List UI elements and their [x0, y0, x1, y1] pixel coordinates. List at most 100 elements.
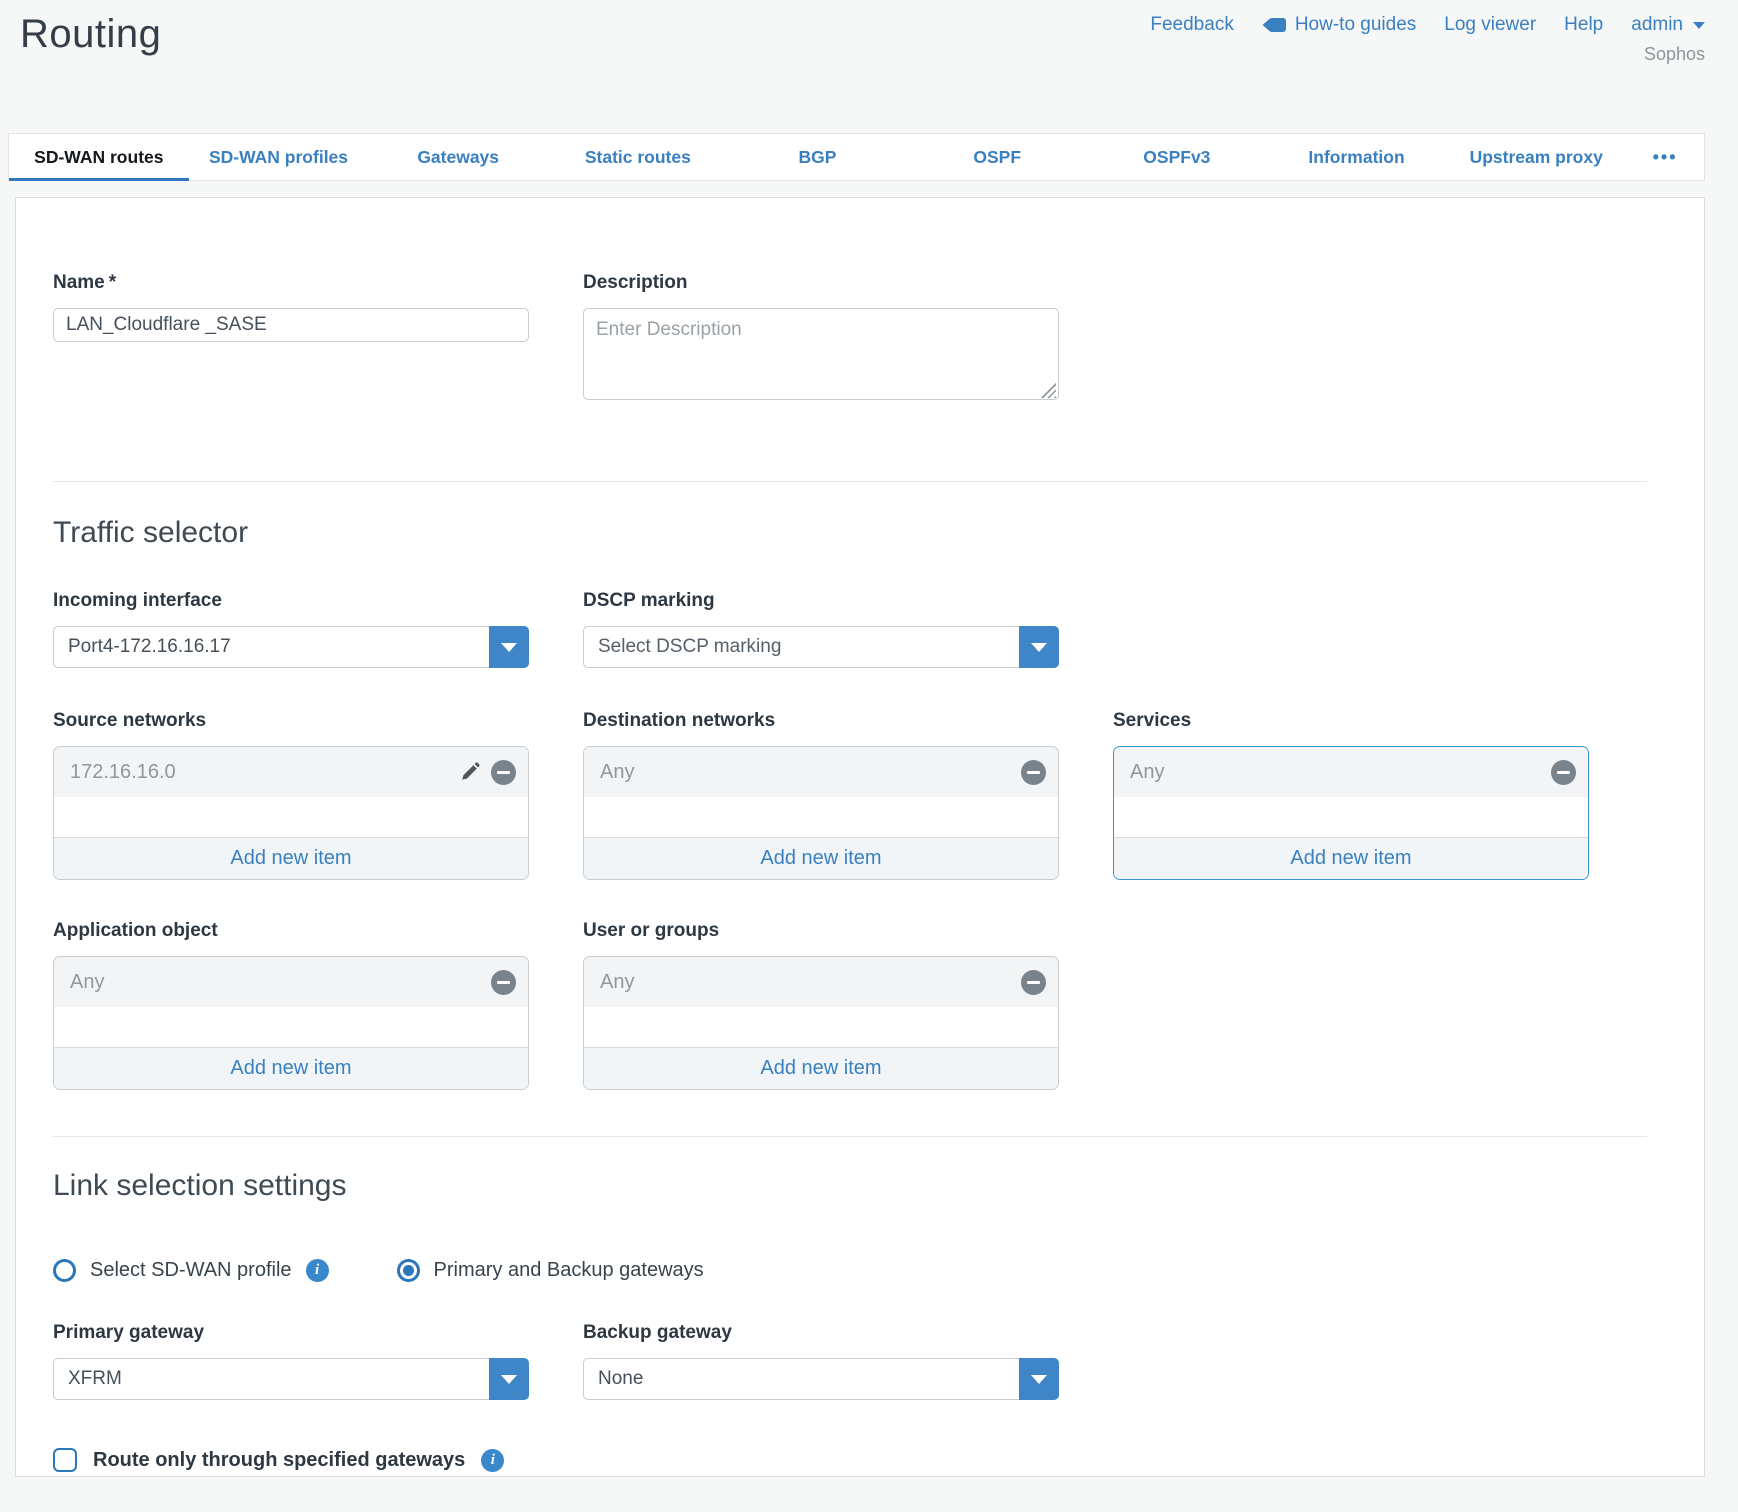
- source-network-value: 172.16.16.0: [70, 760, 176, 783]
- user-or-groups-label: User or groups: [583, 920, 720, 941]
- howto-guides-link[interactable]: How-to guides: [1262, 14, 1416, 36]
- link-selection-radio-group: Select SD-WAN profile i Primary and Back…: [53, 1259, 1667, 1282]
- minus-circle-icon[interactable]: [491, 969, 516, 995]
- destination-networks-label: Destination networks: [583, 710, 776, 731]
- radio-select-sd-wan-profile-label: Select SD-WAN profile: [90, 1259, 292, 1281]
- feedback-link-label: Feedback: [1150, 14, 1234, 35]
- route-only-checkbox-label: Route only through specified gateways: [93, 1448, 466, 1471]
- app-header: Routing Feedback How-to guides Log viewe…: [0, 0, 1738, 133]
- tab-gateways[interactable]: Gateways: [417, 146, 500, 167]
- link-selection-heading: Link selection settings: [53, 1169, 347, 1202]
- section-divider: [53, 1136, 1647, 1137]
- incoming-interface-select[interactable]: Port4-172.16.16.17: [53, 626, 529, 668]
- tab-sd-wan-routes[interactable]: SD-WAN routes: [9, 134, 189, 181]
- feedback-link[interactable]: Feedback: [1150, 14, 1233, 36]
- radio-unchecked-icon[interactable]: [53, 1259, 76, 1282]
- services-add-button[interactable]: Add new item: [1114, 837, 1588, 879]
- tab-ospfv3[interactable]: OSPFv3: [1143, 146, 1211, 167]
- backup-gateway-dropdown-button[interactable]: [1019, 1358, 1059, 1400]
- traffic-selector-heading: Traffic selector: [53, 516, 249, 549]
- caret-down-icon: [1031, 642, 1047, 652]
- minus-circle-icon[interactable]: [1551, 759, 1576, 785]
- name-input[interactable]: [53, 308, 529, 342]
- tab-bgp[interactable]: BGP: [798, 146, 837, 167]
- incoming-interface-label: Incoming interface: [53, 590, 222, 611]
- user-or-groups-value: Any: [600, 970, 635, 993]
- primary-gateway-label: Primary gateway: [53, 1322, 205, 1343]
- tab-more-ellipsis-icon[interactable]: •••: [1652, 146, 1678, 167]
- page-title: Routing: [20, 12, 162, 56]
- radio-select-sd-wan-profile[interactable]: Select SD-WAN profile i: [53, 1259, 329, 1282]
- video-camera-icon: [1262, 17, 1287, 33]
- backup-gateway-label: Backup gateway: [583, 1322, 732, 1343]
- source-networks-add-button[interactable]: Add new item: [54, 837, 528, 879]
- source-networks-box: 172.16.16.0 Add new item: [53, 746, 529, 880]
- description-textarea[interactable]: [583, 308, 1059, 400]
- application-object-add-button[interactable]: Add new item: [54, 1047, 528, 1089]
- destination-networks-add-button[interactable]: Add new item: [584, 837, 1058, 879]
- services-value: Any: [1130, 760, 1165, 783]
- list-item: Any: [584, 747, 1058, 797]
- user-menu[interactable]: admin: [1631, 14, 1705, 36]
- backup-gateway-select[interactable]: None: [583, 1358, 1059, 1400]
- incoming-interface-value: Port4-172.16.16.17: [68, 636, 231, 657]
- dscp-marking-value: Select DSCP marking: [598, 636, 782, 657]
- dscp-marking-label: DSCP marking: [583, 590, 715, 611]
- help-link[interactable]: Help: [1564, 14, 1603, 36]
- log-viewer-link[interactable]: Log viewer: [1444, 14, 1536, 36]
- destination-networks-box: Any Add new item: [583, 746, 1059, 880]
- application-object-box: Any Add new item: [53, 956, 529, 1090]
- routing-tabbar: SD-WAN routes SD-WAN profiles Gateways S…: [8, 133, 1705, 181]
- section-divider: [53, 481, 1647, 482]
- services-label: Services: [1113, 710, 1192, 731]
- tab-static-routes[interactable]: Static routes: [584, 146, 691, 167]
- minus-circle-icon[interactable]: [1021, 759, 1046, 785]
- listbox-spacer: [54, 1007, 528, 1047]
- primary-gateway-dropdown-button[interactable]: [489, 1358, 529, 1400]
- dscp-marking-dropdown-button[interactable]: [1019, 626, 1059, 668]
- destination-network-value: Any: [600, 760, 635, 783]
- route-only-checkbox[interactable]: [53, 1448, 77, 1472]
- caret-down-icon: [501, 1374, 517, 1384]
- radio-checked-icon[interactable]: [396, 1259, 420, 1282]
- brand-label: Sophos: [1643, 44, 1705, 64]
- header-links: Feedback How-to guides Log viewer Help a…: [1150, 14, 1705, 65]
- sd-wan-route-form-card: Name* Description Traffic selector Incom…: [15, 197, 1705, 1477]
- tab-upstream-proxy[interactable]: Upstream proxy: [1469, 146, 1603, 167]
- services-box: Any Add new item: [1113, 746, 1589, 880]
- user-menu-label: admin: [1631, 14, 1683, 35]
- user-or-groups-add-button[interactable]: Add new item: [584, 1047, 1058, 1089]
- primary-gateway-value: XFRM: [68, 1368, 122, 1389]
- primary-gateway-select[interactable]: XFRM: [53, 1358, 529, 1400]
- listbox-spacer: [584, 1007, 1058, 1047]
- caret-down-icon: [1693, 21, 1705, 29]
- tab-ospf[interactable]: OSPF: [973, 146, 1022, 167]
- radio-primary-backup-gateways[interactable]: Primary and Backup gateways: [396, 1259, 704, 1282]
- radio-primary-backup-gateways-label: Primary and Backup gateways: [433, 1259, 704, 1281]
- tab-sd-wan-profiles[interactable]: SD-WAN profiles: [208, 146, 349, 167]
- caret-down-icon: [1031, 1374, 1047, 1384]
- minus-circle-icon[interactable]: [491, 759, 516, 785]
- log-viewer-label: Log viewer: [1444, 14, 1537, 35]
- info-circle-icon[interactable]: i: [481, 1448, 505, 1472]
- incoming-interface-dropdown-button[interactable]: [489, 626, 529, 668]
- caret-down-icon: [501, 642, 517, 652]
- list-item: Any: [54, 957, 528, 1007]
- minus-circle-icon[interactable]: [1021, 969, 1046, 995]
- howto-guides-label: How-to guides: [1294, 14, 1417, 35]
- user-or-groups-box: Any Add new item: [583, 956, 1059, 1090]
- source-networks-label: Source networks: [53, 710, 207, 731]
- pencil-icon[interactable]: [459, 761, 481, 783]
- listbox-spacer: [54, 797, 528, 837]
- dscp-marking-select[interactable]: Select DSCP marking: [583, 626, 1059, 668]
- description-label: Description: [583, 272, 688, 293]
- name-label-text: Name: [53, 272, 105, 293]
- list-item: Any: [584, 957, 1058, 1007]
- tab-information[interactable]: Information: [1308, 146, 1405, 167]
- help-label: Help: [1564, 14, 1604, 35]
- info-circle-icon[interactable]: i: [305, 1259, 329, 1282]
- route-only-checkbox-row: Route only through specified gateways i: [53, 1448, 1667, 1472]
- listbox-spacer: [1114, 797, 1588, 837]
- list-item: 172.16.16.0: [54, 747, 528, 797]
- listbox-spacer: [584, 797, 1058, 837]
